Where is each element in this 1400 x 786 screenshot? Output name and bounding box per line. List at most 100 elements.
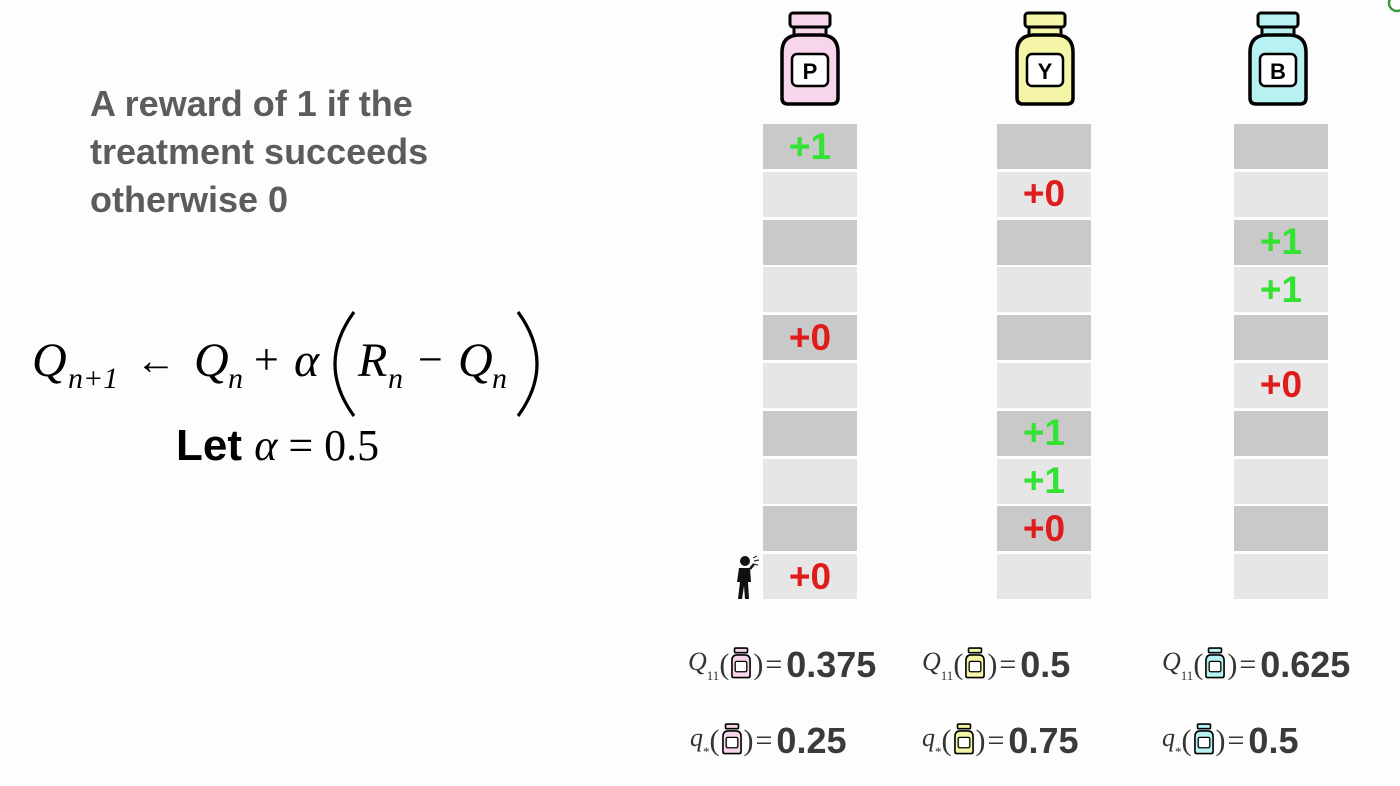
trial-column-p: +1 +0 +0 [763,124,857,602]
bottle-p-mini-icon [730,646,752,685]
bottle-p-mini-icon [721,722,743,761]
trial-cell [1234,124,1328,169]
trial-cell: +1 [997,410,1091,456]
bottle-b-mini-icon [1193,722,1215,761]
alpha-value: 0.5 [324,421,380,470]
estimate-p-symbol: Q11 [688,646,720,683]
true-value-p: q* ( ) = 0.25 [690,720,847,761]
formula-r-n-sub: n [388,362,403,395]
trial-cell [997,315,1091,361]
trial-cell [763,410,857,456]
bottle-b-letter: B [1270,59,1286,84]
true-value-y-value: 0.75 [1008,720,1079,761]
reward-value: +0 [1022,507,1066,549]
formula-left-paren [333,311,356,417]
trial-cell [997,124,1091,169]
trial-cell [763,506,857,552]
alpha-symbol: α [254,421,278,470]
estimate-p: Q11 ( ) = 0.375 [688,644,877,685]
formula-plus: + [254,335,279,384]
reward-value: +0 [1259,364,1303,406]
update-rule-formula: Q n+1 ← Q n + α R n − Q n [32,311,539,417]
bottle-y-icon: Y [1011,10,1079,113]
reward-value: +0 [788,316,832,358]
trial-cell: +1 [763,124,857,169]
formula-arrow: ← [136,338,176,383]
reward-value: +1 [788,125,832,167]
true-value-b-symbol: q* [1162,722,1182,759]
trial-cell [1234,506,1328,552]
formula-minus: − [418,335,443,384]
reward-line-1: A reward of 1 if the [90,83,413,124]
true-value-y: q* ( ) = 0.75 [922,720,1079,761]
bottle-y-mini-icon [953,722,975,761]
trial-cell: +1 [997,458,1091,504]
trial-cell [1234,410,1328,456]
estimate-y: Q11 ( ) = 0.5 [922,644,1071,685]
true-value-p-value: 0.25 [776,720,847,761]
trial-cell [763,219,857,265]
trial-cell [997,362,1091,408]
reward-description: A reward of 1 if the treatment succeeds … [90,80,560,224]
true-value-b: q* ( ) = 0.5 [1162,720,1299,761]
let-label: Let [176,421,242,470]
refresh-icon[interactable] [1386,0,1400,19]
formula-q-n-sub: n [228,362,243,395]
formula-q-n-2-sub: n [492,362,507,395]
trial-column-y: +0 +1 +1 +0 [997,124,1091,602]
estimate-y-value: 0.5 [1020,644,1071,685]
formula-alpha: α [294,334,320,387]
trial-cell [1234,171,1328,217]
trial-cell [1234,458,1328,504]
estimate-y-symbol: Q11 [922,646,954,683]
trial-cell: +0 [997,506,1091,552]
reward-value: +1 [1022,412,1066,454]
true-value-p-symbol: q* [690,722,710,759]
estimate-b: Q11 ( ) = 0.625 [1162,644,1351,685]
bottle-p-icon: P [776,10,844,113]
equals-sign: = [288,421,314,470]
trial-cell: +1 [1234,219,1328,265]
bottle-b-icon: B [1244,10,1312,113]
formula-r-n: R [357,334,387,387]
estimate-b-value: 0.625 [1260,644,1351,685]
trial-cell [1234,554,1328,600]
alpha-definition: Let α = 0.5 [176,420,379,471]
bottle-p-cap [788,11,832,29]
bottle-y-letter: Y [1038,59,1053,84]
formula-q-next: Q [32,334,67,387]
trial-cell [763,267,857,313]
reward-line-3: otherwise 0 [90,179,289,220]
estimate-b-symbol: Q11 [1162,646,1194,683]
trial-column-b: +1 +1 +0 [1234,124,1328,602]
trial-cell [1234,315,1328,361]
alpha-value-expression: α = 0.5 [254,421,379,470]
trial-cell [763,458,857,504]
reward-line-2: treatment succeeds [90,131,429,172]
reward-value: +1 [1259,268,1303,310]
reward-value: +0 [1022,173,1066,215]
true-value-y-symbol: q* [922,722,942,759]
formula-q-n: Q [194,334,229,387]
bottle-b-mini-icon [1204,646,1226,685]
reward-value: +1 [1259,221,1303,263]
patient-sneeze-icon [734,554,762,605]
reward-value: +1 [1022,460,1066,502]
trial-cell [997,219,1091,265]
bottle-p-letter: P [803,59,818,84]
true-value-b-value: 0.5 [1248,720,1299,761]
trial-cell [997,267,1091,313]
trial-cell: +0 [763,315,857,361]
formula-q-next-sub: n+1 [68,362,118,395]
formula-right-paren [516,311,539,417]
trial-cell [763,362,857,408]
formula-q-n-2: Q [458,334,493,387]
reward-value: +0 [788,555,832,597]
trial-cell: +0 [997,171,1091,217]
trial-cell: +0 [1234,362,1328,408]
trial-cell: +0 [763,554,857,600]
trial-cell [763,171,857,217]
bottle-y-mini-icon [964,646,986,685]
trial-cell [997,554,1091,600]
trial-cell: +1 [1234,267,1328,313]
